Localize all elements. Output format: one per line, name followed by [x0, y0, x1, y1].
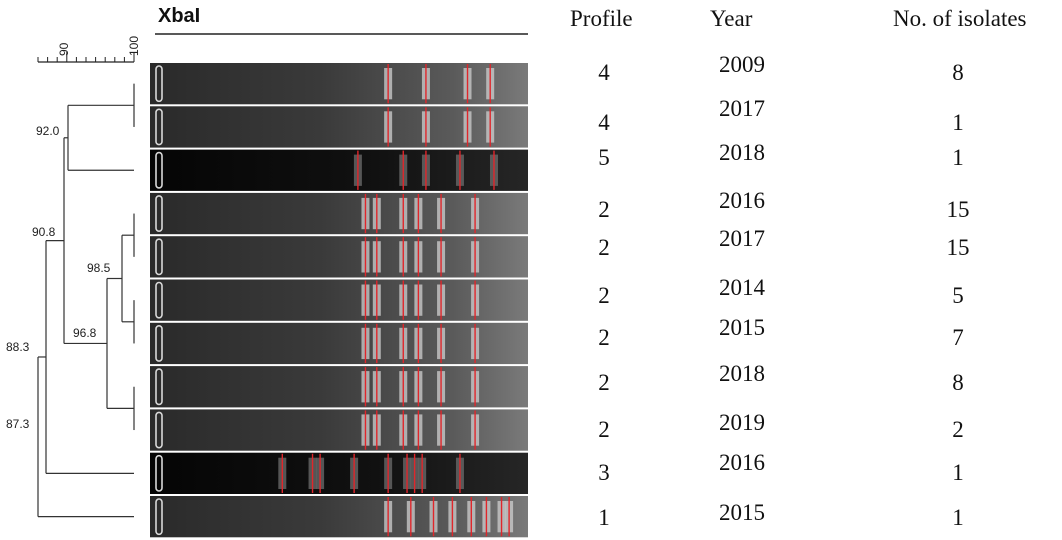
- cell-isolates: 8: [952, 60, 964, 85]
- cell-year: 2016: [719, 450, 765, 475]
- cell-isolates: 7: [952, 325, 964, 350]
- lane-well: [155, 411, 163, 449]
- dendrogram-branches: [37, 83, 135, 518]
- cell-profile: 4: [598, 60, 610, 85]
- lane-background: [150, 366, 528, 408]
- lane-well: [155, 454, 163, 492]
- gel-lane: [150, 192, 528, 235]
- cell-profile: 2: [598, 370, 610, 395]
- cell-isolates: 5: [952, 283, 964, 308]
- cell-profile: 5: [598, 145, 610, 170]
- dendrogram: 92.0 98.5 96.8 90.8 88.3 87.3: [6, 83, 135, 518]
- lane-well: [155, 498, 163, 536]
- cell-year: 2014: [719, 275, 766, 300]
- cell-year: 2015: [719, 315, 765, 340]
- cell-isolates: 1: [952, 505, 964, 530]
- cell-year: 2009: [719, 52, 765, 77]
- node-label-92-0: 92.0: [36, 124, 60, 138]
- lane-background: [150, 279, 528, 321]
- cell-isolates: 15: [947, 197, 970, 222]
- lane-background: [150, 409, 528, 451]
- enzyme-label: XbaI: [158, 5, 200, 27]
- lane-well: [155, 281, 163, 319]
- cell-year: 2015: [719, 500, 765, 525]
- similarity-scale: 90 100: [37, 36, 141, 63]
- gel-lane: [150, 279, 528, 321]
- cell-year: 2018: [719, 140, 765, 165]
- cell-profile: 3: [598, 460, 610, 485]
- lane-well: [155, 238, 163, 276]
- table-row: 3 2016 1: [598, 450, 964, 485]
- table-row: 1 2015 1: [598, 500, 964, 530]
- lane-well: [155, 368, 163, 406]
- lane-background: [150, 236, 528, 278]
- table-row: 2 2018 8: [598, 361, 964, 395]
- cell-year: 2017: [719, 96, 765, 121]
- lane-well: [155, 65, 163, 103]
- table-row: 4 2009 8: [598, 52, 964, 85]
- scale-tick-100: 100: [127, 36, 141, 56]
- gel-lane: [150, 322, 528, 365]
- cell-year: 2019: [719, 410, 765, 435]
- table-row: 2 2017 15: [598, 226, 969, 260]
- node-label-87-3: 87.3: [6, 417, 30, 431]
- header-isolates: No. of isolates: [893, 6, 1027, 31]
- cell-isolates: 2: [952, 417, 964, 442]
- gel-lane: [150, 496, 528, 538]
- gel-lane: [150, 409, 528, 451]
- gel-lane: [150, 236, 528, 278]
- header-year: Year: [710, 6, 753, 31]
- cell-profile: 2: [598, 417, 610, 442]
- cell-isolates: 15: [947, 235, 970, 260]
- gel-lane: [150, 149, 528, 191]
- gel-lane: [150, 452, 528, 494]
- scale-ticks: [37, 52, 135, 62]
- table-row: 2 2016 15: [598, 188, 969, 222]
- gel-lane: [150, 106, 528, 148]
- table-row: 5 2018 1: [598, 140, 964, 170]
- lane-background: [150, 192, 528, 235]
- cell-profile: 2: [598, 197, 610, 222]
- cell-profile: 2: [598, 283, 610, 308]
- lane-background: [150, 149, 528, 191]
- table-row: 4 2017 1: [598, 96, 964, 135]
- lane-background: [150, 496, 528, 538]
- cell-year: 2017: [719, 226, 765, 251]
- cell-year: 2018: [719, 361, 765, 386]
- lane-background: [150, 322, 528, 365]
- table-row: 2 2015 7: [598, 315, 964, 350]
- lane-well: [155, 108, 163, 146]
- cell-isolates: 1: [952, 110, 964, 135]
- cell-isolates: 1: [952, 145, 964, 170]
- cell-profile: 4: [598, 110, 610, 135]
- gel-lane: [150, 63, 528, 105]
- header-profile: Profile: [570, 6, 633, 31]
- lane-well: [155, 151, 163, 189]
- node-label-90-8: 90.8: [32, 225, 56, 239]
- cell-isolates: 1: [952, 460, 964, 485]
- scale-tick-90: 90: [57, 42, 71, 56]
- lane-background: [150, 452, 528, 494]
- table-row: 2 2014 5: [598, 275, 964, 308]
- gel-image: [150, 63, 528, 538]
- cell-year: 2016: [719, 188, 765, 213]
- cell-isolates: 8: [952, 370, 964, 395]
- lane-well: [155, 195, 163, 232]
- cell-profile: 2: [598, 235, 610, 260]
- gel-lane: [150, 366, 528, 408]
- table-row: 2 2019 2: [598, 410, 964, 442]
- cell-profile: 2: [598, 325, 610, 350]
- lane-well: [155, 324, 163, 362]
- node-label-96-8: 96.8: [73, 326, 97, 340]
- node-label-98-5: 98.5: [87, 261, 111, 275]
- isolate-table: Profile Year No. of isolates 4 2009 8 4 2017…: [570, 6, 1027, 530]
- cell-profile: 1: [598, 505, 610, 530]
- node-label-88-3: 88.3: [6, 340, 30, 354]
